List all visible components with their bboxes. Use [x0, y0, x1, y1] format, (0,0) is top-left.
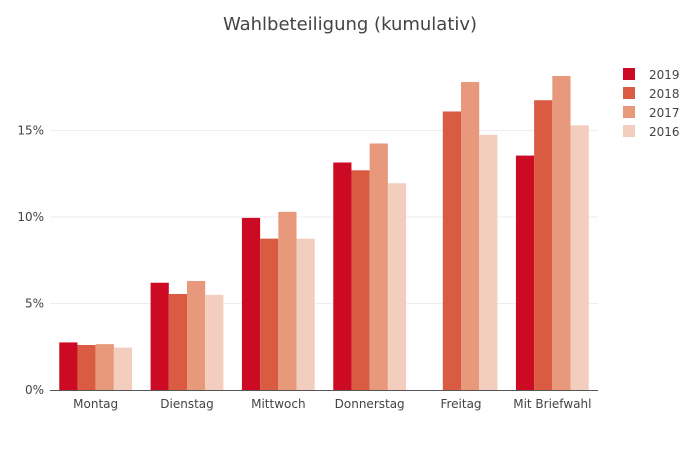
y-tick-label: 10%	[17, 210, 44, 224]
bar-2018-1	[168, 293, 187, 390]
legend: 2019 2018 2017 2016	[623, 68, 680, 139]
bars	[59, 76, 589, 390]
x-axis: Montag Dienstag Mittwoch Donnerstag Freitag M…	[50, 390, 598, 411]
bar-2018-0	[77, 345, 96, 390]
bar-2017-3	[369, 143, 388, 390]
bar-2019-0	[59, 342, 78, 390]
y-axis: 0% 5% 10% 15%	[17, 124, 44, 398]
bar-2019-1	[150, 282, 169, 390]
bar-2017-5	[552, 76, 571, 390]
legend-label-2018: 2018	[649, 87, 680, 101]
legend-swatch-2018	[623, 87, 635, 99]
y-tick-label: 15%	[17, 124, 44, 138]
bar-2017-2	[278, 211, 297, 390]
grid-lines	[50, 130, 598, 304]
bar-2016-4	[479, 134, 498, 390]
x-tick-label: Dienstag	[160, 397, 214, 411]
legend-label-2019: 2019	[649, 68, 680, 82]
bar-2017-4	[461, 82, 480, 390]
bar-2016-3	[387, 183, 407, 390]
bar-2018-5	[534, 100, 553, 390]
bar-2019-2	[241, 217, 261, 390]
bar-2018-2	[260, 238, 279, 390]
x-tick-label: Mittwoch	[251, 397, 305, 411]
bar-2018-3	[351, 170, 370, 390]
bar-2017-0	[95, 344, 114, 390]
legend-label-2017: 2017	[649, 106, 680, 120]
bar-2019-5	[515, 155, 535, 390]
legend-label-2016: 2016	[649, 125, 680, 139]
bar-2016-5	[570, 125, 589, 390]
bar-2016-1	[205, 294, 224, 390]
bar-2016-0	[113, 347, 133, 390]
x-tick-label: Mit Briefwahl	[513, 397, 591, 411]
y-tick-label: 5%	[25, 297, 44, 311]
chart-title: Wahlbeteiligung (kumulativ)	[223, 14, 477, 35]
bar-2019-3	[333, 162, 352, 390]
bar-2016-2	[296, 238, 315, 390]
legend-swatch-2019	[623, 68, 635, 80]
bar-2018-4	[442, 111, 461, 390]
x-tick-label: Freitag	[440, 397, 481, 411]
legend-swatch-2016	[623, 125, 635, 137]
x-tick-label: Montag	[73, 397, 118, 411]
legend-swatch-2017	[623, 106, 635, 118]
x-tick-label: Donnerstag	[335, 397, 405, 411]
bar-2017-1	[187, 281, 206, 390]
y-tick-label: 0%	[25, 383, 44, 397]
